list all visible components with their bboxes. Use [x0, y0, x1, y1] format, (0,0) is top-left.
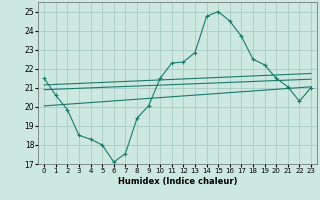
- X-axis label: Humidex (Indice chaleur): Humidex (Indice chaleur): [118, 177, 237, 186]
